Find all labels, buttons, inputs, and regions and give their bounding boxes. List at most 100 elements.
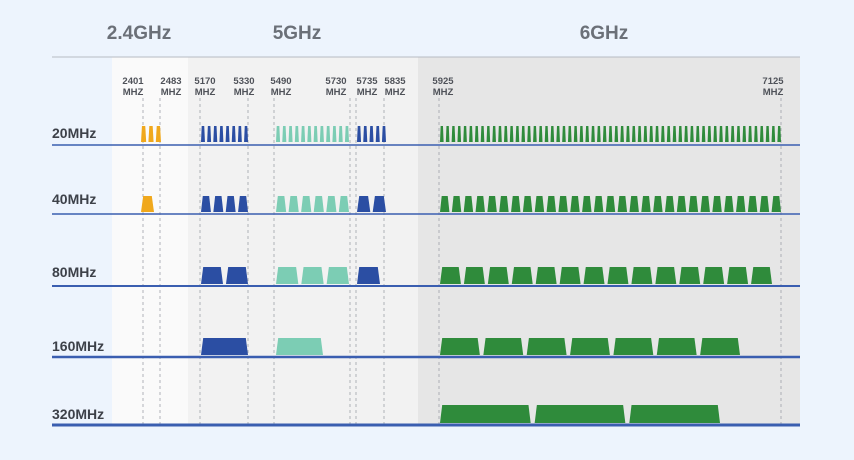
channel-block-40mhz-6ghz [499,196,509,212]
channel-block-40mhz-6ghz [570,196,580,212]
channel-block-80mhz-6ghz [463,267,485,284]
channel-block-40mhz-6ghz [771,196,781,212]
channel-block-20mhz-6ghz [736,126,741,142]
channel-block-20mhz-6ghz [701,126,706,142]
channel-block-20mhz-6ghz [480,126,485,142]
channel-block-20mhz-6ghz [725,126,729,142]
channel-block-320mhz-6ghz [534,405,626,423]
channel-block-40mhz-6ghz [664,196,675,212]
channel-block-80mhz-5ghz_mid [301,267,324,284]
channel-block-20mhz-6ghz [742,126,747,142]
channel-block-20mhz-6ghz [614,126,619,142]
channel-block-20mhz-5ghz_low [237,126,242,142]
freq-value-5925: 5925 [432,76,454,87]
channel-block-40mhz-5ghz_low [201,196,211,212]
freq-value-5735: 5735 [356,76,378,87]
channel-block-40mhz-6ghz [582,196,592,212]
channel-block-20mhz-5ghz_mid [282,126,287,142]
channel-block-20mhz-6ghz [597,126,601,142]
freq-unit-5735: MHZ [357,87,378,98]
channel-block-20mhz-6ghz [509,126,514,142]
channel-block-80mhz-5ghz_low [201,267,223,284]
channel-block-40mhz-5ghz_low [238,196,248,212]
channel-block-20mhz-6ghz [486,126,491,142]
channel-block-20mhz-6ghz [759,126,764,142]
channel-block-20mhz-5ghz_high [381,126,386,142]
band-title-2-4ghz: 2.4GHz [107,23,171,44]
channel-blocks [141,126,781,423]
channel-block-20mhz-6ghz [713,126,718,142]
channel-block-20mhz-6ghz [544,126,549,142]
channel-block-20mhz-6ghz [445,126,450,142]
channel-block-20mhz-6ghz [690,126,694,142]
band-title-5ghz: 5GHz [273,23,322,44]
row-label-160mhz: 160MHz [52,338,104,354]
channel-block-160mhz-6ghz [526,338,567,355]
channel-block-40mhz-5ghz_mid [288,196,299,212]
channel-block-20mhz-6ghz [556,126,560,142]
channel-block-160mhz-6ghz [483,338,524,355]
channel-block-40mhz-6ghz [747,196,758,212]
channel-block-20mhz-6ghz [498,126,502,142]
channel-block-80mhz-6ghz [440,267,461,284]
channel-block-80mhz-5ghz_mid [326,267,349,284]
channel-block-160mhz-6ghz [700,338,740,355]
channel-block-20mhz-5ghz_low [213,126,218,142]
channel-block-160mhz-6ghz [613,338,654,355]
channel-block-40mhz-2-4ghz [141,196,154,212]
channel-block-40mhz-5ghz_mid [301,196,312,212]
channel-block-80mhz-6ghz [607,267,629,284]
channel-block-20mhz-6ghz [585,126,590,142]
channel-block-40mhz-6ghz [451,196,462,212]
channel-block-40mhz-5ghz_high [357,196,371,212]
channel-block-20mhz-5ghz_low [244,126,248,142]
channel-block-20mhz-5ghz_high [363,126,368,142]
channel-block-80mhz-6ghz [727,267,749,284]
channel-block-20mhz-5ghz_high [375,126,380,142]
channel-block-20mhz-5ghz_mid [326,126,331,142]
freq-unit-5490: MHZ [271,87,292,98]
channel-block-20mhz-2-4ghz [141,126,147,142]
channel-block-80mhz-6ghz [535,267,557,284]
channel-block-40mhz-5ghz_mid [326,196,337,212]
freq-value-7125: 7125 [762,76,784,87]
row-label-80mhz: 80MHz [52,264,96,280]
channel-block-40mhz-6ghz [736,196,746,212]
channel-block-40mhz-6ghz [593,196,604,212]
channel-block-20mhz-6ghz [579,126,584,142]
freq-value-5490: 5490 [270,76,291,87]
freq-unit-5170: MHZ [195,87,216,98]
freq-unit-5835: MHZ [385,87,406,98]
channel-block-40mhz-6ghz [605,196,616,212]
channel-block-20mhz-5ghz_mid [294,126,299,142]
channel-block-20mhz-6ghz [608,126,613,142]
channel-block-20mhz-5ghz_low [219,126,224,142]
panel-6ghz [418,57,800,424]
channel-block-160mhz-5ghz_mid [276,338,323,355]
channel-block-20mhz-5ghz_mid [288,126,293,142]
freq-value-5170: 5170 [194,76,215,87]
channel-block-40mhz-6ghz [558,196,568,212]
channel-block-40mhz-6ghz [463,196,474,212]
freq-unit-7125: MHZ [763,87,784,98]
channel-block-40mhz-6ghz [629,196,639,212]
channel-block-80mhz-5ghz_low [226,267,248,284]
freq-unit-2401: MHZ [123,87,144,98]
channel-block-20mhz-6ghz [573,126,578,142]
channel-block-20mhz-5ghz_mid [338,126,343,142]
freq-unit-5730: MHZ [326,87,347,98]
channel-block-40mhz-5ghz_mid [276,196,287,212]
channel-block-40mhz-6ghz [688,196,699,212]
channel-block-20mhz-6ghz [777,126,781,142]
freq-value-2401: 2401 [122,76,144,87]
channel-block-20mhz-6ghz [655,126,659,142]
channel-block-80mhz-5ghz_mid [276,267,299,284]
channel-block-80mhz-6ghz [631,267,653,284]
channel-block-20mhz-6ghz [620,126,624,142]
channel-block-20mhz-6ghz [626,126,630,142]
channel-block-20mhz-6ghz [515,126,520,142]
channel-block-20mhz-5ghz_low [201,126,205,142]
channel-block-20mhz-6ghz [591,126,595,142]
panel-5ghz [188,57,418,424]
